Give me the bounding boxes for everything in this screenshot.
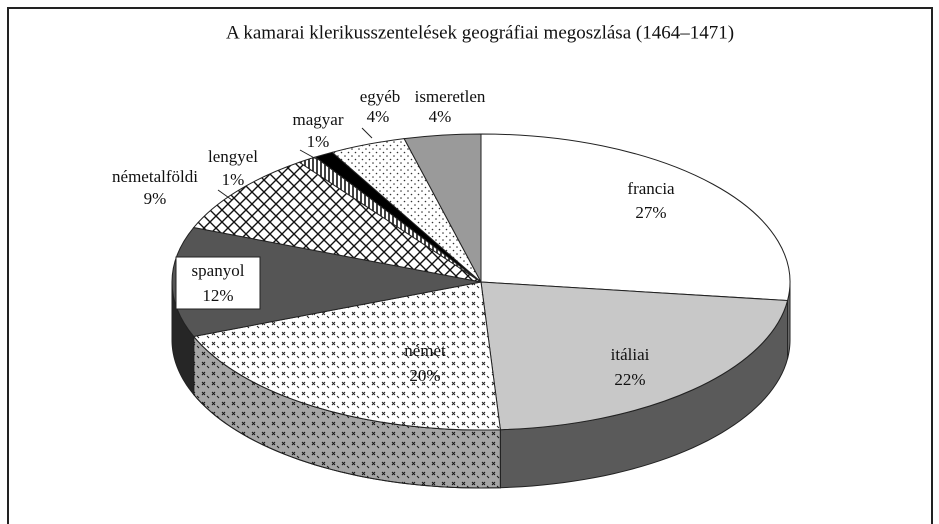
slice: [403, 133, 482, 283]
slice-label: ismeretlen: [415, 87, 486, 106]
slice-label: magyar: [293, 110, 344, 129]
slice: [480, 281, 789, 431]
slice: [192, 161, 482, 283]
value-label: 9%: [144, 189, 167, 208]
slice-label: lengyel: [208, 147, 258, 166]
slice-label: francia: [627, 179, 675, 198]
frame: [7, 7, 933, 524]
slice-label: német: [404, 341, 446, 360]
slice: [192, 281, 501, 431]
value-label: 4%: [367, 107, 390, 126]
leader-line: [217, 127, 373, 201]
slice-label: itáliai: [611, 345, 650, 364]
value-label: 1%: [307, 132, 330, 151]
value-label: 4%: [429, 107, 452, 126]
value-label: 1%: [222, 170, 245, 189]
chart-title: A kamarai klerikusszentelések geográfiai…: [226, 22, 734, 43]
slice: [480, 133, 791, 302]
value-label: 27%: [635, 203, 666, 222]
value-label: 22%: [614, 370, 645, 389]
slice-label: spanyol: [192, 261, 245, 280]
label-box: [175, 256, 261, 310]
slice-label: egyéb: [360, 87, 401, 106]
value-label: 20%: [409, 366, 440, 385]
slice-label: németalföldi: [112, 167, 198, 186]
value-label: 12%: [202, 286, 233, 305]
